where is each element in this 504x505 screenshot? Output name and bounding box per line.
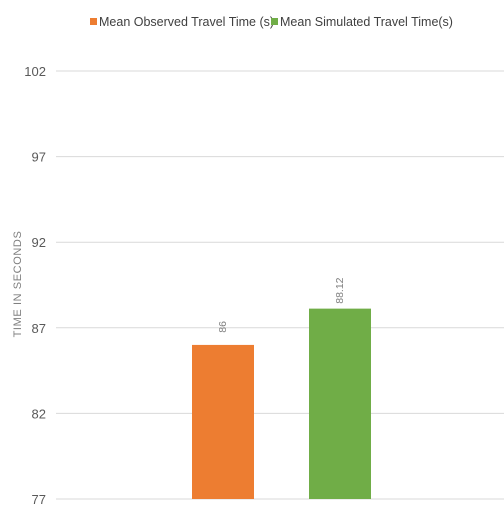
- data-labels: 86 88.12: [217, 277, 346, 332]
- legend-swatch: [90, 18, 97, 25]
- y-axis-tick-labels: 77 82 87 92 97 102: [24, 64, 46, 505]
- legend-swatch: [271, 18, 278, 25]
- y-tick-label: 87: [32, 321, 46, 336]
- legend-label: Mean Observed Travel Time (s): [99, 15, 274, 29]
- y-tick-label: 97: [32, 150, 46, 165]
- bars: [192, 308, 371, 499]
- data-label: 88.12: [334, 277, 346, 303]
- gridlines: [56, 70, 504, 500]
- y-tick-label: 77: [32, 492, 46, 505]
- legend-label: Mean Simulated Travel Time(s): [280, 15, 453, 29]
- legend: Mean Observed Travel Time (s) Mean Simula…: [90, 15, 453, 29]
- y-tick-label: 92: [32, 235, 46, 250]
- bar-observed: [192, 344, 254, 499]
- y-tick-label: 82: [32, 406, 46, 421]
- y-tick-label: 102: [24, 64, 46, 79]
- data-label: 86: [217, 321, 229, 333]
- bar-simulated: [309, 308, 371, 499]
- y-axis-title: TIME IN SECONDS: [12, 231, 24, 338]
